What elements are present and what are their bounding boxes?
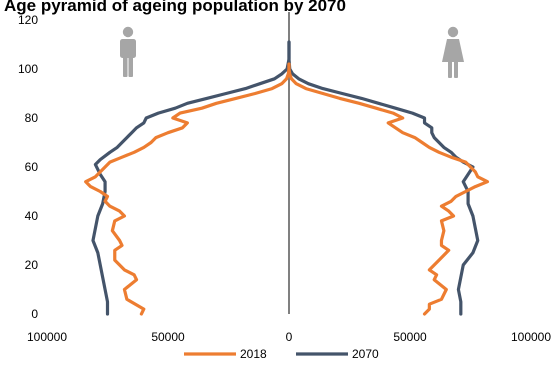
male-icon	[120, 26, 136, 77]
x-tick-label: 100000	[511, 330, 551, 344]
x-tick-label: 100000	[27, 330, 67, 344]
series-line-female-2018	[287, 62, 490, 316]
x-tick-label: 50000	[393, 330, 427, 344]
x-axis: 100000 50000 0 50000 100000	[27, 330, 551, 344]
female-icon	[442, 26, 464, 78]
y-tick-label: 20	[25, 258, 39, 272]
x-tick-label: 50000	[151, 330, 185, 344]
legend: 2018 2070	[184, 347, 379, 361]
y-tick-label: 0	[31, 307, 38, 321]
y-tick-label: 80	[25, 111, 39, 125]
y-tick-label: 40	[25, 209, 39, 223]
series-line-male-2018	[84, 62, 291, 316]
y-tick-label: 120	[18, 13, 38, 27]
y-axis: 0 20 40 60 80 100 120	[18, 13, 38, 321]
legend-label-2070: 2070	[352, 347, 379, 361]
legend-label-2018: 2018	[240, 347, 267, 361]
y-tick-label: 100	[18, 62, 38, 76]
chart-title: Age pyramid of ageing population by 2070	[4, 0, 346, 15]
series-line-male-2070	[91, 40, 291, 316]
series-line-female-2070	[287, 40, 480, 316]
y-tick-label: 60	[25, 160, 39, 174]
x-tick-label: 0	[286, 330, 293, 344]
series-layer	[84, 40, 490, 316]
